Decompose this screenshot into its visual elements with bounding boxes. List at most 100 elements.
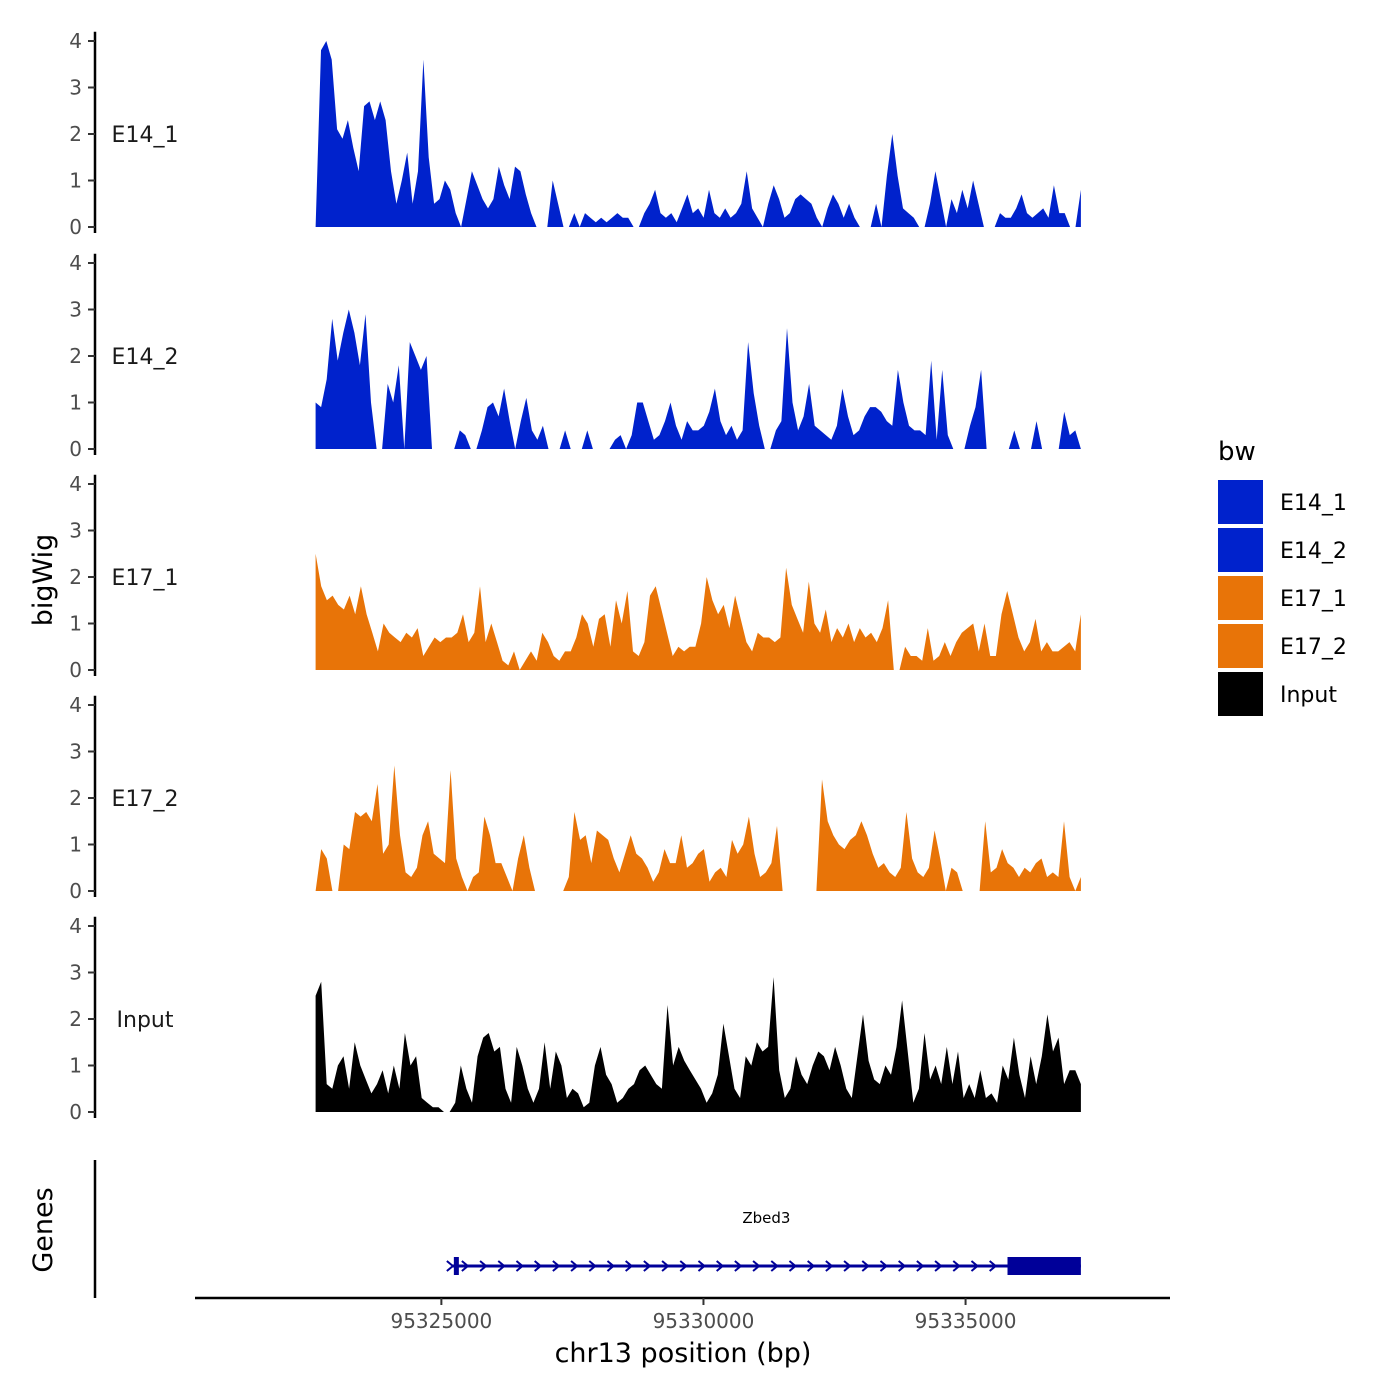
strand-arrow-icon: [515, 1260, 525, 1272]
legend-item: E14_1: [1218, 480, 1347, 524]
x-axis-title: chr13 position (bp): [555, 1338, 812, 1369]
strand-arrow-icon: [497, 1260, 506, 1272]
y-tick-label: 2: [69, 344, 82, 368]
track-input: 0 1 2 3 4 Input: [69, 914, 1081, 1124]
strand-arrow-icon: [788, 1260, 798, 1272]
legend-swatch: [1218, 528, 1263, 572]
strand-arrow-icon: [697, 1260, 707, 1272]
track-label: E14_2: [112, 345, 179, 370]
track-label: E17_1: [112, 566, 179, 591]
y-tick-label: 1: [69, 1054, 82, 1078]
strand-arrow-icon: [734, 1260, 743, 1272]
y-tick-label: 3: [69, 519, 82, 543]
legend-swatch: [1218, 624, 1263, 668]
y-tick-label: 0: [69, 879, 82, 903]
signal-area: [315, 309, 1081, 449]
strand-arrow-icon: [952, 1260, 961, 1272]
legend-swatch: [1218, 576, 1263, 620]
signal-tracks: 0 1 2 3 4 E14_1 0 1 2 3 4 E14_2 0 1 2 3 4 E17_1 0 1 2 3 4 E17_2…: [69, 29, 1081, 1124]
strand-arrow-icon: [661, 1260, 670, 1272]
y-tick-label: 0: [69, 1100, 82, 1124]
strand-arrow-icon: [552, 1260, 561, 1272]
y-tick-label: 4: [69, 472, 82, 496]
legend-swatch: [1218, 480, 1263, 524]
y-tick-label: 4: [69, 29, 82, 53]
x-tick-label: 95325000: [390, 1309, 492, 1333]
legend-label: E17_1: [1280, 587, 1347, 612]
legend-swatch: [1218, 672, 1263, 716]
strand-arrow-icon: [588, 1260, 597, 1272]
track-e17_2: 0 1 2 3 4 E17_2: [69, 693, 1081, 903]
strand-arrow-icon: [916, 1260, 925, 1272]
strand-arrow-icon: [843, 1260, 852, 1272]
legend-title: bw: [1218, 437, 1256, 467]
y-tick-label: 3: [69, 961, 82, 985]
y-tick-label: 3: [69, 298, 82, 322]
y-tick-label: 1: [69, 391, 82, 415]
y-tick-label: 4: [69, 251, 82, 275]
track-e17_1: 0 1 2 3 4 E17_1: [69, 472, 1081, 682]
strand-arrow-icon: [807, 1260, 816, 1272]
y-tick-label: 2: [69, 122, 82, 146]
gene-name: Zbed3: [742, 1209, 790, 1227]
legend-label: E17_2: [1280, 635, 1347, 660]
y-tick-label: 4: [69, 914, 82, 938]
strand-arrow-icon: [606, 1260, 616, 1272]
y-tick-label: 1: [69, 169, 82, 193]
track-label: E17_2: [112, 787, 179, 812]
legend-item: Input: [1218, 672, 1337, 716]
strand-arrow-icon: [825, 1260, 834, 1272]
track-label: Input: [117, 1008, 174, 1033]
strand-arrow-icon: [861, 1260, 870, 1272]
track-e14_1: 0 1 2 3 4 E14_1: [69, 29, 1081, 239]
legend-item: E14_2: [1218, 528, 1347, 572]
strand-arrow-icon: [752, 1260, 761, 1272]
strand-arrow-icon: [989, 1260, 998, 1272]
y-tick-label: 3: [69, 76, 82, 100]
y-tick-label: 2: [69, 1007, 82, 1031]
x-tick-label: 95335000: [915, 1309, 1017, 1333]
strand-arrow-icon: [934, 1260, 943, 1272]
y-tick-label: 1: [69, 833, 82, 857]
y-tick-label: 0: [69, 437, 82, 461]
y-tick-label: 0: [69, 215, 82, 239]
strand-arrow-icon: [461, 1260, 470, 1272]
strand-arrow-icon: [679, 1260, 688, 1272]
signal-area: [315, 41, 1081, 227]
y-axis-title: bigWig: [28, 534, 59, 627]
y-tick-label: 4: [69, 693, 82, 717]
y-tick-label: 2: [69, 786, 82, 810]
x-tick-label: 95330000: [653, 1309, 755, 1333]
gene-track: Zbed3: [93, 1160, 1081, 1298]
strand-arrow-icon: [479, 1260, 488, 1272]
track-e14_2: 0 1 2 3 4 E14_2: [69, 251, 1081, 461]
x-axis: 95325000 95330000 95335000: [195, 1296, 1170, 1333]
strand-arrow-icon: [716, 1260, 725, 1272]
strand-arrow-icon: [770, 1260, 779, 1272]
signal-area: [315, 977, 1081, 1112]
y-tick-label: 2: [69, 565, 82, 589]
legend-item: E17_2: [1218, 624, 1347, 668]
strand-arrow-icon: [534, 1260, 543, 1272]
strand-arrow-icon: [625, 1260, 634, 1272]
strand-arrow-icon: [898, 1260, 907, 1272]
strand-arrow-icon: [879, 1260, 889, 1272]
strand-arrow-icon: [970, 1260, 980, 1272]
legend-label: E14_2: [1280, 539, 1347, 564]
legend: bw E14_1 E14_2 E17_1 E17_2 Input: [1218, 437, 1347, 716]
genes-axis-title: Genes: [28, 1187, 59, 1272]
strand-arrow-icon: [643, 1260, 652, 1272]
track-label: E14_1: [112, 123, 179, 148]
y-tick-label: 1: [69, 612, 82, 636]
strand-arrow-icon: [446, 1260, 455, 1272]
gene-exon-start: [453, 1257, 459, 1275]
y-tick-label: 3: [69, 740, 82, 764]
legend-label: E14_1: [1280, 491, 1347, 516]
signal-area: [315, 553, 1081, 670]
y-tick-label: 0: [69, 658, 82, 682]
strand-arrow-icon: [570, 1260, 579, 1272]
legend-item: E17_1: [1218, 576, 1347, 620]
legend-label: Input: [1280, 683, 1337, 708]
signal-area: [315, 765, 1081, 891]
